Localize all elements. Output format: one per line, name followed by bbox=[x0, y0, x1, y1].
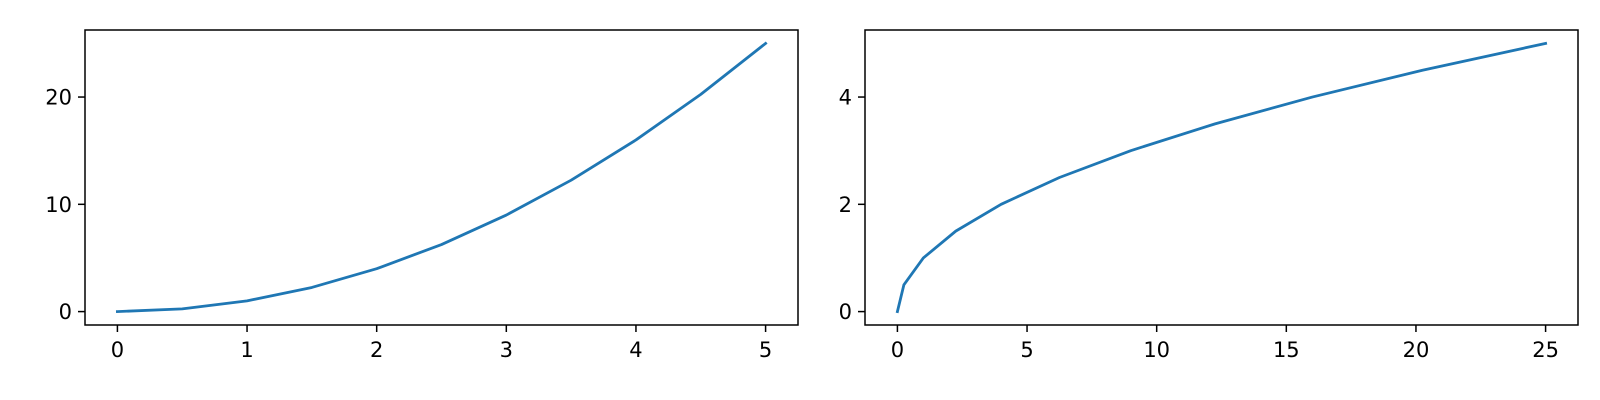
x-tick-label: 2 bbox=[370, 338, 383, 362]
chart-panel-right: 0 5 10 15 20 25 0 2 4 bbox=[839, 29, 1579, 362]
x-tick-label: 20 bbox=[1403, 338, 1430, 362]
x-tick-label: 5 bbox=[1020, 338, 1033, 362]
y-tick-label: 0 bbox=[839, 300, 852, 324]
x-tick-label: 25 bbox=[1532, 338, 1559, 362]
x-tick-label: 15 bbox=[1273, 338, 1300, 362]
x-tick-label: 0 bbox=[891, 338, 904, 362]
axes-frame bbox=[864, 29, 1579, 326]
x-tick-label: 5 bbox=[759, 338, 772, 362]
y-tick-label: 20 bbox=[45, 86, 72, 110]
y-tick-label: 10 bbox=[45, 193, 72, 217]
x-tick-label: 3 bbox=[500, 338, 513, 362]
y-tick-label: 4 bbox=[839, 86, 852, 110]
y-tick-label: 2 bbox=[839, 193, 852, 217]
x-tick-label: 10 bbox=[1143, 338, 1170, 362]
series-line bbox=[115, 41, 768, 314]
series-line bbox=[895, 41, 1548, 314]
chart-panel-left: 0 1 2 3 4 5 0 10 20 bbox=[45, 29, 799, 362]
y-tick-label: 0 bbox=[59, 300, 72, 324]
x-tick-label: 1 bbox=[240, 338, 253, 362]
x-tick-label: 0 bbox=[111, 338, 124, 362]
axes-frame bbox=[84, 29, 799, 326]
x-tick-label: 4 bbox=[629, 338, 642, 362]
